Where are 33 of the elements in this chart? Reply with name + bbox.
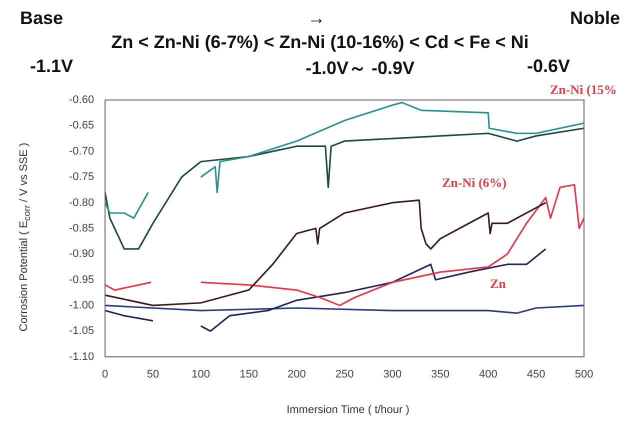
y-tick-label: -1.00 bbox=[68, 299, 94, 312]
x-tick-label: 50 bbox=[146, 368, 160, 380]
y-tick-label: -1.10 bbox=[68, 350, 94, 363]
y-tick-label: -0.95 bbox=[68, 274, 94, 286]
x-tick-label: 0 bbox=[102, 368, 108, 380]
y-tick-label: -0.75 bbox=[68, 171, 94, 184]
text: -0.6V bbox=[526, 56, 570, 78]
x-axis-title: Immersion Time ( t/hour ) bbox=[286, 404, 410, 416]
annotation: Zn-Ni (6%) bbox=[440, 175, 509, 191]
x-tick-label: 150 bbox=[240, 368, 258, 380]
text: Base bbox=[20, 8, 64, 30]
x-tick-label: 250 bbox=[335, 368, 354, 380]
x-tick-label: 400 bbox=[479, 368, 498, 380]
y-tick-label: -0.60 bbox=[68, 94, 94, 106]
y-tick-label: -1.05 bbox=[68, 325, 94, 338]
x-tick-label: 500 bbox=[574, 368, 594, 380]
x-tick-label: 200 bbox=[287, 368, 306, 380]
x-tick-label: 100 bbox=[192, 368, 210, 380]
annotation: Zn bbox=[488, 276, 508, 292]
y-tick-label: -0.85 bbox=[68, 222, 94, 234]
y-tick-label: -0.70 bbox=[68, 145, 94, 158]
x-tick-label: 300 bbox=[383, 368, 402, 380]
text: Zn-Ni (15% bbox=[548, 82, 619, 98]
text: -1.0V～ -0.9V bbox=[305, 57, 415, 80]
text: → bbox=[308, 8, 326, 30]
text: Noble bbox=[570, 8, 620, 30]
x-tick-label: 350 bbox=[431, 368, 450, 380]
y-tick-label: -0.80 bbox=[68, 196, 94, 209]
y-tick-label: -0.90 bbox=[68, 248, 94, 260]
text: -1.1V bbox=[30, 56, 74, 78]
x-tick-label: 450 bbox=[526, 368, 546, 380]
y-tick-label: -0.65 bbox=[68, 120, 94, 132]
text: Zn < Zn-Ni (6-7%) < Zn-Ni (10-16%) < Cd < Fe < Ni bbox=[111, 32, 529, 54]
